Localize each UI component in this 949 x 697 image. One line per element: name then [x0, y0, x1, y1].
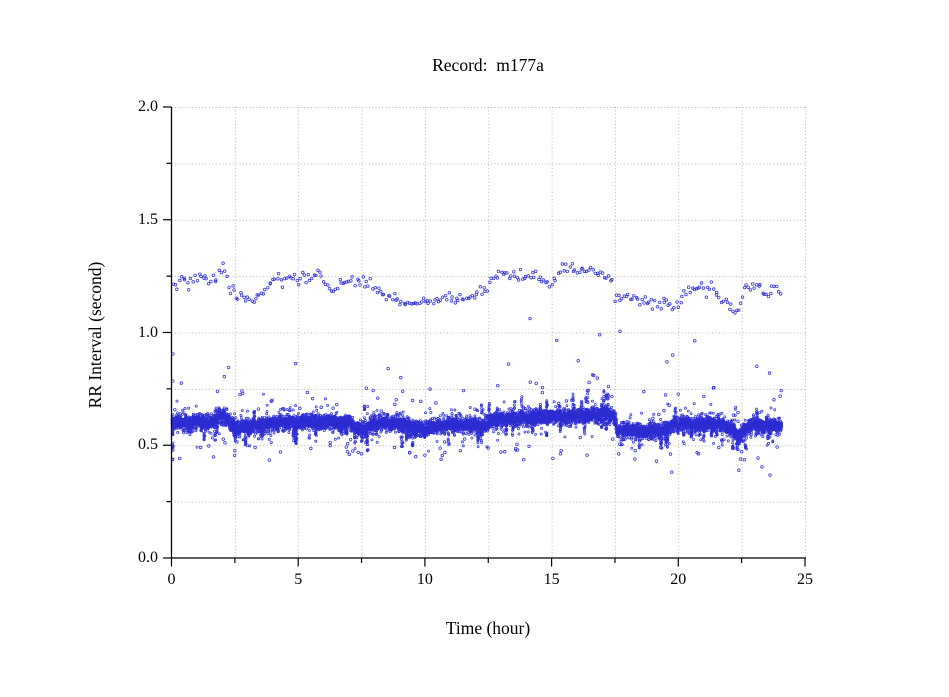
- chart-title: Record: m177a: [432, 55, 544, 75]
- y-tick-label: 0.5: [138, 436, 158, 454]
- x-tick-label: 0: [167, 571, 176, 588]
- x-tick-label: 25: [797, 571, 813, 588]
- y-tick-label: 1.0: [138, 323, 158, 341]
- y-tick-label: 0.0: [138, 549, 158, 566]
- x-tick-label: 20: [670, 571, 687, 588]
- y-tick-label: 1.5: [138, 210, 158, 228]
- x-tick-label: 5: [294, 571, 303, 588]
- y-tick-label: 2.0: [138, 98, 158, 115]
- x-axis-title: Time (hour): [445, 618, 531, 638]
- x-tick-label: 15: [543, 571, 560, 588]
- x-tick-label: 10: [416, 571, 433, 588]
